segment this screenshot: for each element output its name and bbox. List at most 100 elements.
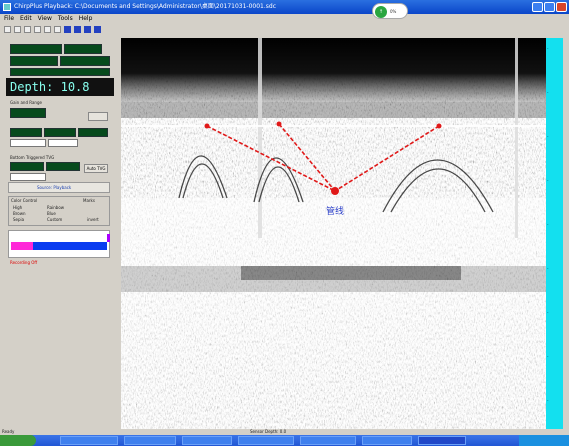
color-control-group: Color Control Marks High Rainbow Brown B… — [8, 196, 110, 226]
pipe-point-3 — [436, 123, 442, 129]
auto-tvg-button[interactable]: Auto TVG — [84, 164, 108, 173]
depth-readout: Depth: 10.8 — [6, 78, 114, 96]
tvg-display-2 — [46, 162, 80, 171]
time-display — [64, 44, 102, 54]
pipe-line-2 — [278, 123, 336, 192]
tvg-display-1 — [10, 162, 44, 171]
taskbar-item-4[interactable] — [238, 436, 294, 445]
taskbar-item-2[interactable] — [124, 436, 176, 445]
hyperbola-2b — [258, 166, 300, 203]
scale-tick: - — [547, 310, 549, 315]
indicator-mark — [107, 234, 110, 242]
hyperbola-1 — [178, 155, 228, 199]
minimize-button[interactable] — [532, 2, 543, 12]
radio-high[interactable]: High — [13, 205, 23, 210]
date-display — [10, 44, 62, 54]
tvg-label: Bottom Triggered TVG — [10, 155, 55, 160]
progress-badge: ↑ 0% — [372, 3, 408, 19]
radio-blue[interactable]: Blue — [47, 211, 56, 216]
sediment-layer-2 — [241, 266, 461, 280]
latitude-display — [10, 56, 58, 66]
vertical-marker-1 — [258, 38, 262, 238]
scale-tick: - — [547, 222, 549, 227]
pause-icon[interactable] — [74, 25, 81, 33]
invert-checkbox[interactable]: invert — [87, 217, 99, 222]
scale-tick: - — [547, 178, 549, 183]
gain-display — [10, 128, 42, 137]
menu-edit[interactable]: Edit — [20, 15, 32, 22]
rewind-icon[interactable] — [54, 25, 61, 33]
play-icon[interactable] — [64, 25, 71, 33]
pipe-junction — [331, 187, 339, 195]
zoom-icon[interactable] — [44, 25, 51, 33]
radio-brown[interactable]: Brown — [13, 211, 26, 216]
signal-level — [11, 242, 33, 250]
status-dot-icon: ↑ — [375, 6, 387, 18]
depth-label: Depth: — [10, 80, 54, 94]
tvg-select[interactable] — [10, 173, 46, 181]
save-icon[interactable] — [14, 25, 21, 33]
pipe-point-2 — [276, 121, 282, 127]
badge-text: 0% — [390, 9, 397, 14]
maximize-button[interactable] — [544, 2, 555, 12]
scale-tick: - — [547, 134, 549, 139]
open-icon[interactable] — [4, 25, 11, 33]
forward-icon[interactable] — [84, 25, 91, 33]
stop-icon[interactable] — [94, 25, 101, 33]
menu-help[interactable]: Help — [78, 15, 93, 22]
title-bar: ChirpPlus Playback: C:\Documents and Set… — [0, 0, 569, 14]
gain-range-label: Gain and Range — [10, 100, 42, 105]
menu-view[interactable]: View — [37, 15, 52, 22]
range-input[interactable] — [48, 139, 78, 147]
scale-tick: - — [547, 266, 549, 271]
sonar-image[interactable]: 管线 — [121, 38, 546, 429]
status-bar: Ready Sensor Depth: 0.0 — [0, 429, 569, 435]
longitude-display — [60, 56, 110, 66]
vertical-marker-2 — [515, 38, 518, 238]
taskbar-item-1[interactable] — [60, 436, 118, 445]
sediment-layer-1 — [121, 266, 546, 292]
toolbar — [0, 24, 569, 34]
range-display — [10, 108, 46, 118]
print-icon[interactable] — [24, 25, 31, 33]
marks-label: Marks — [83, 198, 95, 203]
radio-rainbow[interactable]: Rainbow — [47, 205, 65, 210]
settings-icon[interactable] — [34, 25, 41, 33]
scale-tick: - — [547, 90, 549, 95]
water-band — [121, 102, 546, 118]
taskbar-item-3[interactable] — [182, 436, 232, 445]
frequency-display — [78, 128, 108, 137]
sonar-svg: 管线 — [121, 38, 546, 429]
taskbar-item-5[interactable] — [300, 436, 356, 445]
gain-input[interactable] — [10, 139, 46, 147]
window-title: ChirpPlus Playback: C:\Documents and Set… — [14, 3, 276, 10]
hyperbola-group — [178, 155, 494, 213]
menu-file[interactable]: File — [4, 15, 15, 22]
pipe-annotation: 管线 — [326, 205, 344, 217]
apply-button[interactable] — [88, 112, 108, 121]
taskbar — [0, 435, 569, 446]
status-box — [8, 230, 110, 258]
scale-tick: - — [547, 398, 549, 403]
hyperbola-3 — [382, 159, 494, 213]
pipe-point-1 — [204, 123, 210, 129]
taskbar-item-6[interactable] — [362, 436, 412, 445]
hyperbola-3b — [390, 168, 486, 213]
radio-custom[interactable]: Custom — [47, 217, 63, 222]
status-ready: Ready — [2, 429, 15, 434]
menu-tools[interactable]: Tools — [57, 15, 73, 22]
hyperbola-1b — [182, 163, 224, 199]
radio-sepia[interactable]: Sepia — [13, 217, 25, 222]
pipe-points — [204, 121, 442, 195]
scale-tick: - — [547, 46, 549, 51]
pipe-lines — [206, 123, 440, 192]
source-label: Source: Playback — [37, 185, 72, 190]
taskbar-item-active[interactable] — [418, 436, 466, 445]
range-value-display — [44, 128, 76, 137]
sensor-depth: Sensor Depth: 0.0 — [250, 429, 287, 434]
system-tray — [519, 435, 569, 446]
close-button[interactable] — [556, 2, 567, 12]
start-button[interactable] — [0, 435, 36, 446]
signal-bar — [11, 242, 107, 250]
